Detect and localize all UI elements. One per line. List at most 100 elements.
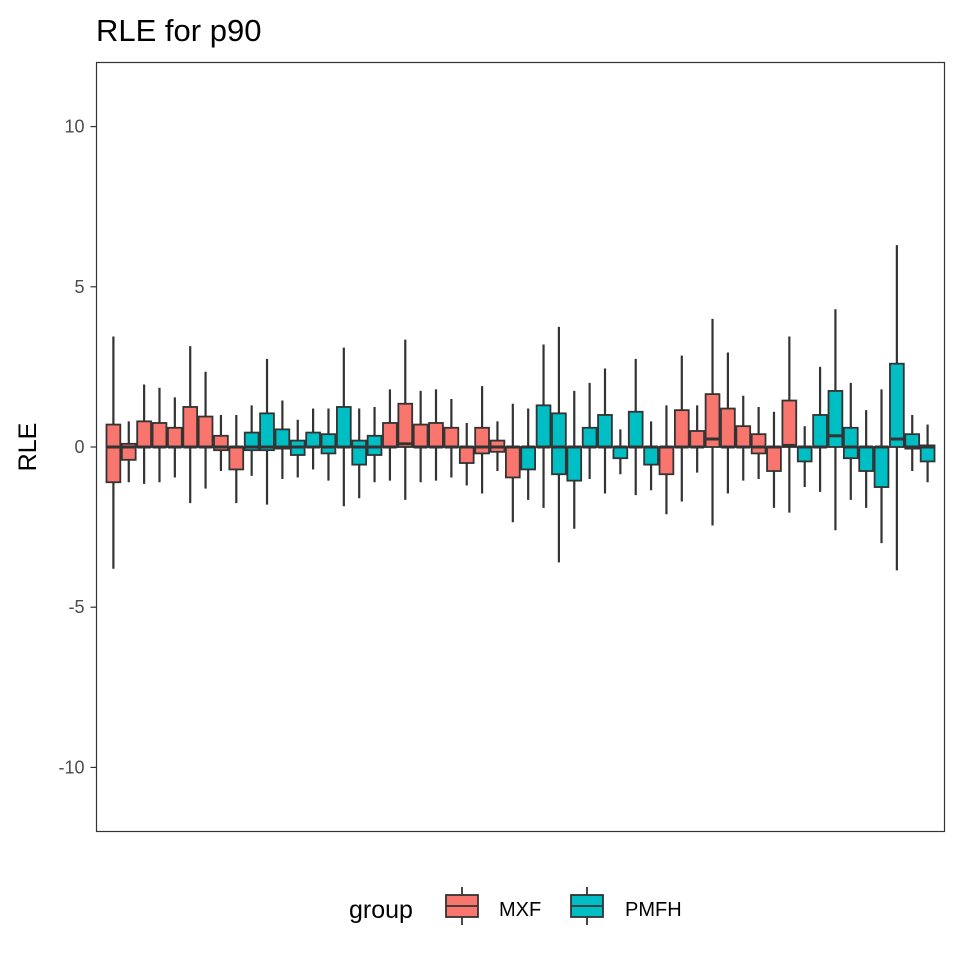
box-mxf xyxy=(704,318,721,526)
box-body xyxy=(167,426,183,448)
box-body xyxy=(259,412,275,452)
box-body xyxy=(458,446,475,464)
box-pmfh xyxy=(827,309,844,531)
box-pmfh xyxy=(889,245,905,571)
box-mxf xyxy=(658,405,675,515)
box-mxf xyxy=(397,339,414,500)
y-axis-title: RLE xyxy=(14,423,42,472)
box-body xyxy=(704,393,721,448)
box-body xyxy=(812,414,828,448)
box-body xyxy=(658,446,675,476)
box-mxf xyxy=(720,352,736,494)
box-body xyxy=(750,433,767,455)
box-pmfh xyxy=(520,408,536,500)
chart-title: RLE for p90 xyxy=(96,13,261,48)
y-tick-label: 0 xyxy=(74,437,84,457)
box-mxf xyxy=(105,336,122,569)
box-body xyxy=(366,434,383,456)
box-mxf xyxy=(213,414,229,472)
box-body xyxy=(382,422,398,448)
box-pmfh xyxy=(535,344,552,508)
box-mxf xyxy=(689,405,705,473)
box-body xyxy=(904,433,921,450)
box-body xyxy=(520,446,536,471)
box-mxf xyxy=(489,421,506,472)
box-body xyxy=(197,415,214,448)
box-pmfh xyxy=(842,382,859,500)
box-pmfh xyxy=(796,426,813,488)
box-pmfh xyxy=(581,382,598,480)
box-mxf xyxy=(382,389,398,481)
box-pmfh xyxy=(551,326,567,563)
box-pmfh xyxy=(919,424,936,483)
box-pmfh xyxy=(858,410,874,508)
legend-label-pmfh: PMFH xyxy=(625,899,682,921)
legend-title: group xyxy=(349,896,413,924)
box-body xyxy=(566,446,583,482)
box-mxf xyxy=(412,390,429,483)
box-series xyxy=(105,245,936,571)
box-body xyxy=(873,446,890,488)
box-body xyxy=(443,426,460,448)
box-body xyxy=(397,402,414,448)
box-pmfh xyxy=(612,429,629,475)
legend: group MXF PMFH xyxy=(349,887,682,925)
box-pmfh xyxy=(566,390,583,529)
box-body xyxy=(766,446,782,472)
box-body xyxy=(351,439,368,466)
box-mxf xyxy=(151,387,168,483)
box-pmfh xyxy=(243,405,260,476)
box-mxf xyxy=(228,414,245,504)
box-mxf xyxy=(505,403,521,523)
box-body xyxy=(136,420,152,448)
box-body xyxy=(182,406,199,448)
box-pmfh xyxy=(259,358,275,505)
box-body xyxy=(612,446,629,460)
box-body xyxy=(858,446,874,472)
box-pmfh xyxy=(904,414,921,472)
legend-label-mxf: MXF xyxy=(499,899,541,921)
box-body xyxy=(428,422,444,448)
y-tick-label: 5 xyxy=(74,277,84,297)
box-mxf xyxy=(474,386,490,494)
y-axis: -10 -5 0 5 10 xyxy=(58,117,97,777)
box-mxf xyxy=(136,384,152,484)
box-pmfh xyxy=(812,366,828,492)
y-tick-label: -10 xyxy=(58,757,84,777)
box-pmfh xyxy=(597,368,613,494)
box-body xyxy=(551,412,567,476)
box-mxf xyxy=(750,406,767,480)
box-body xyxy=(842,426,859,460)
legend-key-pmfh xyxy=(570,887,604,925)
box-body xyxy=(796,446,813,463)
box-body xyxy=(673,409,690,448)
box-mxf xyxy=(182,346,199,504)
box-pmfh xyxy=(289,419,306,478)
box-pmfh xyxy=(627,358,644,496)
box-body xyxy=(505,446,521,479)
box-body xyxy=(151,422,168,448)
box-body xyxy=(919,444,936,463)
box-pmfh xyxy=(320,408,337,481)
y-tick-label: 10 xyxy=(64,117,84,137)
box-body xyxy=(535,404,552,448)
box-mxf xyxy=(781,336,798,513)
box-body xyxy=(720,407,736,448)
box-body xyxy=(827,390,844,448)
box-mxf xyxy=(197,371,214,489)
box-mxf xyxy=(120,421,137,483)
box-mxf xyxy=(167,397,183,478)
box-body xyxy=(274,428,291,450)
box-pmfh xyxy=(366,406,383,483)
box-body xyxy=(105,423,122,484)
box-body xyxy=(305,431,321,448)
box-pmfh xyxy=(351,408,368,499)
box-body xyxy=(320,433,337,455)
box-body xyxy=(597,414,613,448)
box-pmfh xyxy=(873,389,890,544)
box-body xyxy=(228,446,245,471)
box-body xyxy=(643,446,659,466)
box-mxf xyxy=(673,355,690,502)
box-body xyxy=(474,426,490,455)
box-body xyxy=(336,406,352,448)
